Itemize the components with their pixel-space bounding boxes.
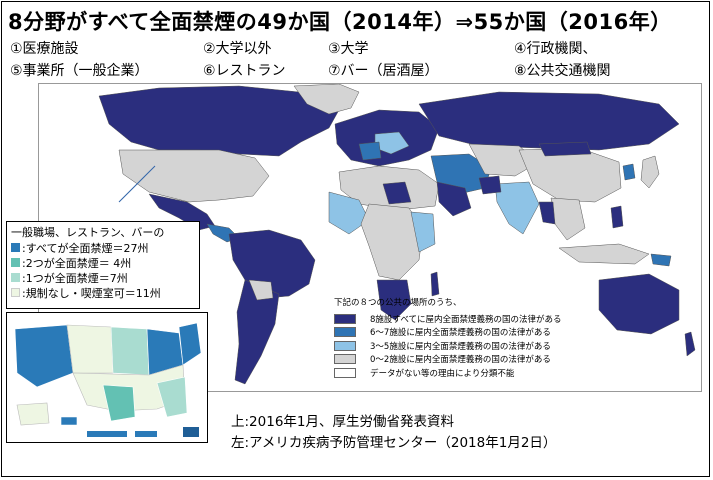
world-legend-label: 3～5施設に屋内全面禁煙義務の国の法律がある xyxy=(370,341,551,352)
us-legend-item: :1つが全面禁煙＝7州 xyxy=(11,270,195,285)
canada-region xyxy=(98,85,340,157)
india-region xyxy=(494,181,540,235)
southern-africa-region xyxy=(376,279,412,321)
category-1: ①医療施設 xyxy=(10,41,79,57)
world-legend-label: 0～2施設に屋内全面禁煙義務の国の法律がある xyxy=(370,355,551,366)
world-legend-item: 0～2施設に屋内全面禁煙義務の国の法律がある xyxy=(334,353,664,367)
world-legend-item: 8施設すべてに屋内全面禁煙義務の国の法律がある xyxy=(334,312,664,326)
us-map-logo xyxy=(183,427,199,437)
page-title: 8分野がすべて全面禁煙の49か国（2014年）⇒55か国（2016年） xyxy=(8,10,672,34)
us-plains-states xyxy=(110,326,150,376)
legend-swatch-light xyxy=(334,340,356,351)
west-africa-region xyxy=(328,191,370,235)
legend-swatch-white xyxy=(334,367,356,378)
indonesia-region xyxy=(558,243,650,265)
greenland-region xyxy=(293,84,360,115)
us-map-key-box xyxy=(135,431,157,437)
us-swatch-one xyxy=(11,273,20,282)
africa-dark-region xyxy=(382,181,412,205)
australia-region xyxy=(598,273,680,335)
world-legend-label: 8施設すべてに屋内全面禁煙義務の国の法律がある xyxy=(370,314,562,325)
png-region xyxy=(650,253,672,267)
bolivia-region xyxy=(248,279,274,301)
us-alaska-state xyxy=(16,402,50,426)
philippines-region xyxy=(610,205,624,229)
legend-swatch-mid xyxy=(334,327,356,338)
us-mountain-states xyxy=(66,324,114,374)
east-africa-region xyxy=(410,211,436,253)
us-legend-label: :1つが全面禁煙＝7州 xyxy=(22,271,128,285)
us-legend-item: :すべてが全面禁煙＝27州 xyxy=(11,240,195,255)
us-legend-item: :規制なし・喫煙室可＝11州 xyxy=(11,285,195,300)
world-legend-item: 6～7施設に屋内全面禁煙義務の国の法律がある xyxy=(334,326,664,340)
us-legend-label: :規制なし・喫煙室可＝11州 xyxy=(22,286,161,300)
world-legend-item: 3～5施設に屋内全面禁煙義務の国の法律がある xyxy=(334,339,664,353)
us-legend: 一般職場、レストラン、バーの :すべてが全面禁煙＝27州 :2つが全面禁煙＝ 4… xyxy=(6,221,200,309)
category-4: ④行政機関、 xyxy=(514,41,597,57)
south-america-south xyxy=(234,279,280,385)
category-8: ⑧公共交通機関 xyxy=(514,63,611,79)
usa-region xyxy=(118,149,270,203)
category-3: ③大学 xyxy=(328,41,369,57)
russia-region xyxy=(418,91,680,151)
world-legend-label: 6～7施設に屋内全面禁煙義務の国の法律がある xyxy=(370,328,551,339)
category-6: ⑥レストラン xyxy=(203,63,286,79)
us-northeast-states xyxy=(178,322,202,366)
us-pointer-line xyxy=(118,165,156,203)
us-texas-state xyxy=(102,384,136,422)
category-7: ⑦バー（居酒屋） xyxy=(328,63,439,79)
us-swatch-none xyxy=(11,288,20,297)
us-swatch-full xyxy=(11,243,20,252)
world-legend-label: データがない等の理由により分類不能 xyxy=(370,368,515,379)
korea-region xyxy=(622,163,636,181)
new-zealand-region xyxy=(684,331,696,357)
source-note-top: 上:2016年1月、厚生労働省発表資料 xyxy=(231,414,454,430)
us-southeast-states xyxy=(156,376,188,418)
japan-region xyxy=(640,155,660,189)
world-map-legend: 下記の８つの公共の場所のうち、 8施設すべてに屋内全面禁煙義務の国の法律がある … xyxy=(334,296,664,380)
us-legend-label: :すべてが全面禁煙＝27州 xyxy=(22,241,149,255)
us-west-states xyxy=(14,324,74,388)
world-legend-title: 下記の８つの公共の場所のうち、 xyxy=(334,298,462,308)
pakistan-region xyxy=(478,175,502,195)
madagascar-region xyxy=(430,271,440,297)
south-america-north xyxy=(228,229,316,299)
legend-swatch-grey xyxy=(334,354,356,365)
us-legend-title: 一般職場、レストラン、バーの xyxy=(11,226,165,239)
southeast-asia-region xyxy=(550,197,586,241)
us-state-map xyxy=(6,312,208,443)
mongolia-region xyxy=(538,141,592,157)
us-legend-label: :2つが全面禁煙＝ 4州 xyxy=(22,256,132,270)
us-legend-item: :2つが全面禁煙＝ 4州 xyxy=(11,255,195,270)
category-5: ⑤事業所（一般企業） xyxy=(10,63,149,79)
category-2: ②大学以外 xyxy=(203,41,272,57)
world-legend-item: データがない等の理由により分類不能 xyxy=(334,366,664,380)
thailand-region xyxy=(538,201,556,225)
legend-swatch-dark xyxy=(334,313,356,324)
arabia-region xyxy=(436,181,472,217)
us-swatch-two xyxy=(11,258,20,267)
us-map-key-box xyxy=(87,431,127,437)
source-note-left: 左:アメリカ疾病予防管理センター（2018年1月2日） xyxy=(231,435,557,451)
us-hawaii-state xyxy=(60,416,78,426)
europe-mid-region xyxy=(358,141,382,161)
